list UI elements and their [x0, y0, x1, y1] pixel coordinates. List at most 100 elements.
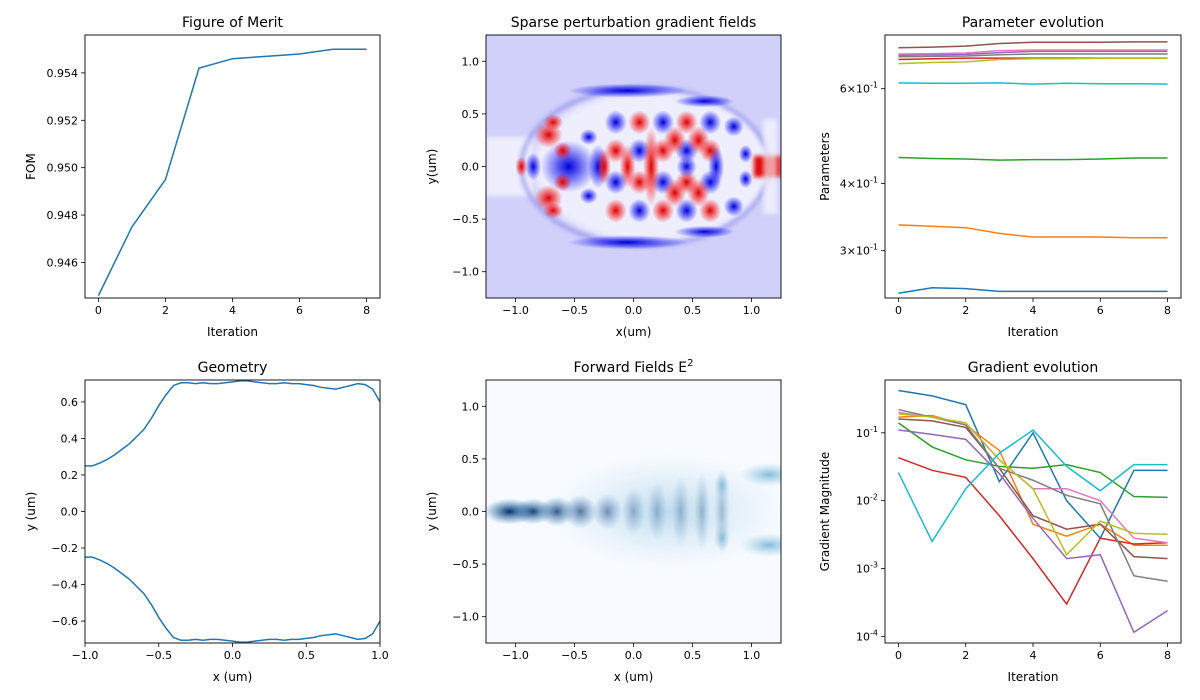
field-lobe-blue	[708, 146, 725, 187]
y-tick-mantissa: 10	[856, 563, 870, 576]
field-intensity-lobe	[693, 471, 710, 552]
y-tick-label: −0.5	[452, 558, 479, 571]
field-lobe-red	[687, 126, 710, 155]
y-tick-label: −0.5	[452, 213, 479, 226]
series-line	[85, 380, 380, 467]
series-line	[898, 57, 1168, 65]
y-tick-label: 0.4	[61, 432, 79, 445]
axes-frame	[84, 379, 381, 644]
field-lobe-blue	[738, 144, 753, 163]
field-lobe	[604, 110, 627, 135]
y-tick-label: 0.0	[61, 506, 79, 519]
field-lobe	[652, 110, 674, 135]
chart-title-text: Parameter evolution	[962, 15, 1104, 31]
series-line	[898, 224, 1168, 239]
y-axis-label: FOM	[24, 153, 38, 180]
series-line	[898, 418, 1168, 560]
y-tick-times: ×10	[847, 177, 870, 190]
x-tick-label: 4	[229, 304, 236, 317]
x-tick-label: 0.0	[625, 649, 643, 662]
y-tick-exponent: -3	[870, 561, 878, 570]
x-tick-label: 8	[363, 304, 370, 317]
heatmap-area	[486, 380, 781, 643]
series-line	[898, 49, 1168, 55]
field-lobe-red	[663, 126, 686, 155]
field-lobe	[652, 198, 674, 223]
x-axis-label: Iteration	[207, 325, 258, 339]
y-tick-label: 0.948	[47, 209, 79, 222]
x-axis-label: Iteration	[1008, 670, 1059, 684]
chart-title-text: Gradient evolution	[968, 360, 1098, 376]
y-axis-label: Parameters	[818, 132, 832, 201]
y-tick-exponent: -1	[870, 425, 878, 434]
series-line	[898, 50, 1168, 57]
field-lobe-blue	[676, 155, 697, 178]
plot-area	[97, 48, 367, 296]
field-lobe-red	[553, 141, 572, 160]
series-line	[97, 48, 367, 296]
field-intensity-lobe	[647, 481, 668, 542]
series-line	[898, 422, 1168, 499]
x-tick-label: 1.0	[371, 649, 389, 662]
field-lobe	[628, 198, 651, 223]
y-tick-mantissa: 3	[840, 245, 847, 258]
field-lobe	[699, 110, 722, 135]
y-tick-mantissa: 6	[840, 83, 847, 96]
y-tick-label: 0.5	[462, 453, 480, 466]
field-intensity-lobe	[671, 475, 690, 548]
y-tick-label: 6×10-1	[840, 81, 878, 96]
x-tick-label: 4	[1030, 304, 1037, 317]
y-tick-label: 10-1	[856, 425, 878, 440]
chart-title-text: Sparse perturbation gradient fields	[511, 15, 757, 31]
field-lobe	[675, 110, 698, 135]
x-tick-label: 8	[1164, 304, 1171, 317]
x-tick-label: 2	[962, 649, 969, 662]
x-tick-label: 1.0	[743, 304, 761, 317]
y-tick-exponent: -1	[870, 175, 878, 184]
x-tick-label: 0.5	[684, 304, 702, 317]
x-tick-label: 4	[1030, 649, 1037, 662]
field-edge-blue	[567, 83, 688, 98]
x-tick-label: 1.0	[743, 649, 761, 662]
output-port-edge	[763, 119, 778, 214]
chart-title: Parameter evolution	[962, 15, 1104, 31]
subplot-4: Geometry −1.0 −0.5 0.0 0.5 1.0 −0.6 −0.4 −0.2 0.0…	[24, 360, 389, 684]
field-lobe-red	[515, 156, 528, 177]
heatmap-area	[486, 35, 781, 298]
field-lobe-blue	[723, 196, 744, 217]
y-tick-label: 1.0	[462, 55, 480, 68]
y-axis-label: y (um)	[425, 492, 439, 532]
field-edge-blue	[674, 225, 735, 238]
chart-title-text: Forward Fields E	[573, 360, 687, 376]
y-tick-label: 0.0	[462, 506, 480, 519]
field-edge-blue	[567, 235, 688, 250]
y-tick-mantissa: 10	[856, 427, 870, 440]
series-line	[898, 82, 1168, 85]
y-tick-label: 1.0	[462, 400, 480, 413]
field-intensity-lobe	[621, 487, 646, 536]
chart-title: Sparse perturbation gradient fields	[511, 15, 757, 31]
output-beam	[739, 462, 781, 487]
x-axis-label: x (um)	[614, 670, 654, 684]
series-line	[898, 41, 1168, 49]
y-tick-exponent: -1	[870, 81, 878, 90]
x-axis-label: Iteration	[1008, 325, 1059, 339]
x-tick-label: 6	[296, 304, 303, 317]
field-lobe	[604, 138, 627, 163]
axes-frame	[84, 34, 381, 299]
y-axis-label: y(um)	[425, 149, 439, 185]
field-lobe-red	[643, 126, 660, 207]
y-tick-exponent: -4	[870, 628, 878, 637]
y-tick-label: 0.5	[462, 108, 480, 121]
chart-title: Forward Fields E2	[573, 358, 693, 376]
y-tick-label: −0.6	[51, 615, 78, 628]
chart-title-text: Figure of Merit	[182, 15, 283, 31]
x-tick-label: −0.5	[561, 649, 588, 662]
y-axis-label: Gradient Magnitude	[818, 452, 832, 572]
field-lobe-red	[687, 178, 710, 207]
y-tick-label: 4×10-1	[840, 175, 878, 190]
y-tick-label: 0.952	[47, 114, 79, 127]
